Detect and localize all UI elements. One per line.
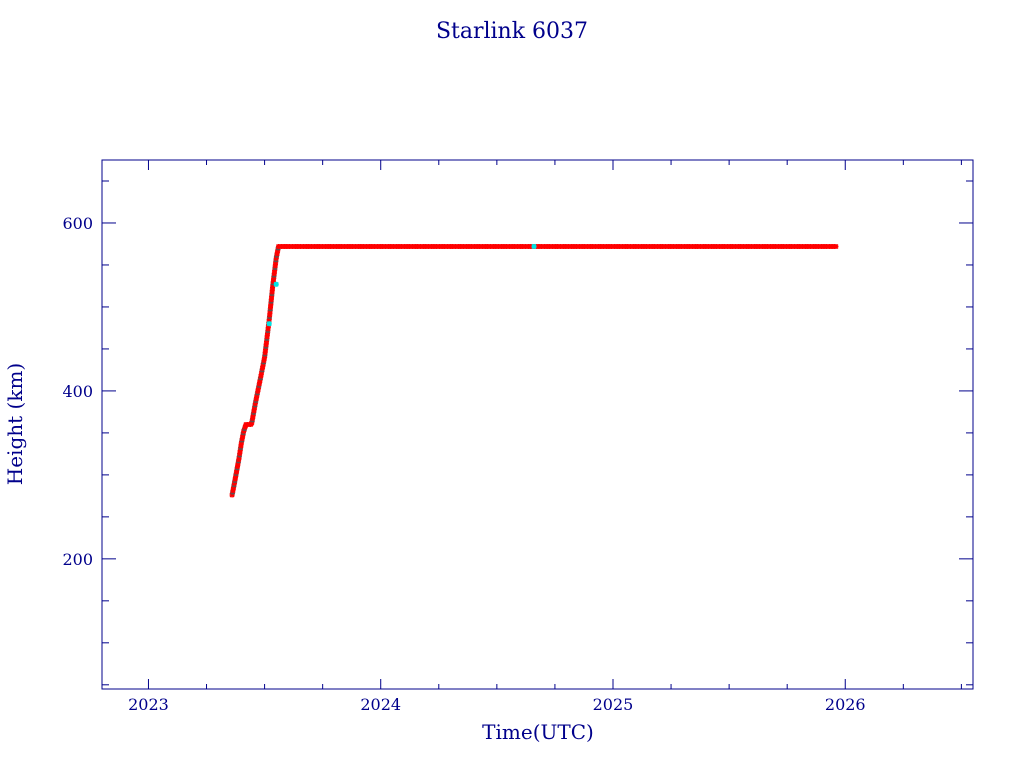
- chart-title: Starlink 6037: [436, 19, 588, 44]
- x-tick-label: 2024: [360, 695, 401, 714]
- x-axis-label: Time(UTC): [482, 720, 594, 744]
- data-point: [273, 281, 279, 287]
- x-tick-label: 2026: [825, 695, 866, 714]
- y-tick-label: 200: [62, 550, 93, 569]
- y-tick-label: 400: [62, 382, 93, 401]
- data-point: [833, 243, 839, 249]
- axis-ticks: [102, 160, 973, 689]
- y-axis-label: Height (km): [3, 363, 27, 485]
- data-point: [531, 243, 537, 250]
- y-tick-label: 600: [62, 214, 93, 233]
- data-points: [229, 243, 839, 498]
- x-tick-label: 2023: [128, 695, 169, 714]
- plot-frame: [101, 159, 974, 690]
- y-axis-tick-labels: 200 400 600: [62, 214, 93, 569]
- data-point: [266, 321, 272, 327]
- x-tick-label: 2025: [593, 695, 634, 714]
- x-axis-tick-labels: 2023 2024 2025 2026: [128, 695, 866, 714]
